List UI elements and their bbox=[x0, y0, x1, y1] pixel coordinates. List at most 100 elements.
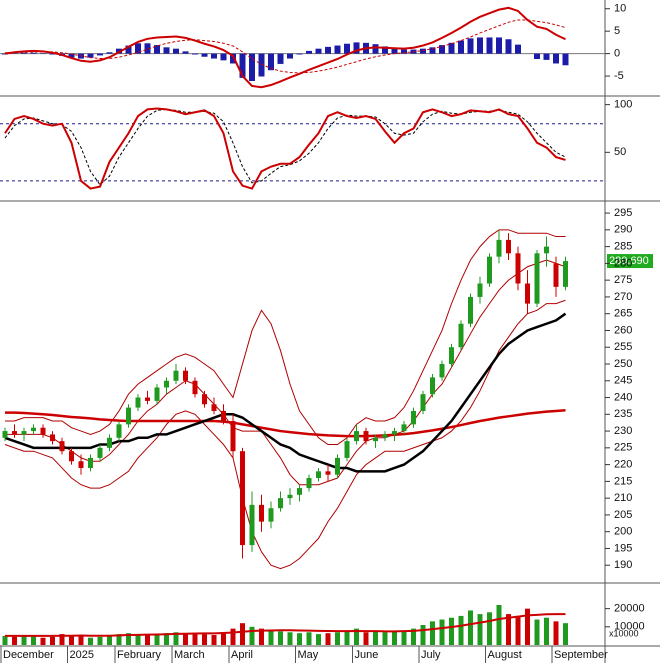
x-tick-label: July bbox=[421, 649, 441, 661]
candle-body bbox=[506, 239, 511, 254]
y-tick-label: 225 bbox=[614, 442, 632, 454]
histogram-bar bbox=[334, 45, 341, 54]
histogram-bar bbox=[2, 53, 8, 55]
x-tick-label: August bbox=[488, 649, 522, 661]
volume-bar bbox=[392, 631, 397, 645]
volume-bar bbox=[12, 636, 17, 645]
volume-bar bbox=[145, 635, 150, 645]
volume-bar bbox=[192, 633, 198, 645]
candle-body bbox=[477, 283, 483, 297]
candle-body bbox=[306, 478, 312, 489]
volume-bar bbox=[525, 608, 530, 645]
candle-body bbox=[373, 437, 378, 442]
y-tick-label: 10000 bbox=[614, 621, 645, 633]
y-tick-label: 260 bbox=[614, 324, 632, 336]
y-tick-label: 100 bbox=[614, 99, 632, 111]
histogram-bar bbox=[30, 52, 37, 54]
candle-body bbox=[88, 457, 93, 468]
volume-bar bbox=[325, 633, 331, 645]
y-tick-label: 0 bbox=[614, 48, 620, 60]
candle-body bbox=[78, 461, 84, 468]
volume-bar bbox=[496, 605, 502, 645]
candle-body bbox=[496, 239, 502, 257]
histogram-bar bbox=[515, 44, 521, 54]
y-tick-label: 235 bbox=[614, 408, 632, 420]
y-tick-label: 220 bbox=[614, 459, 632, 471]
candle-body bbox=[325, 471, 331, 475]
candle-body bbox=[145, 397, 150, 401]
histogram-bar bbox=[173, 48, 179, 54]
x-tick-label: May bbox=[298, 649, 319, 661]
candle-body bbox=[392, 431, 397, 435]
histogram-bar bbox=[353, 42, 360, 54]
price-tag bbox=[607, 254, 653, 269]
volume-bar bbox=[173, 632, 179, 645]
y-tick-label: 230 bbox=[614, 425, 632, 437]
histogram-bar bbox=[420, 48, 426, 54]
histogram-bar bbox=[49, 53, 56, 55]
volume-bar bbox=[468, 610, 473, 645]
y-tick-label: 295 bbox=[614, 207, 632, 219]
volume-bar bbox=[553, 621, 559, 645]
candle-body bbox=[401, 424, 407, 432]
y-tick-label: 215 bbox=[614, 475, 632, 487]
volume-bar bbox=[306, 632, 312, 645]
candle-body bbox=[21, 431, 27, 435]
histogram-bar bbox=[543, 53, 550, 60]
y-tick-label: 250 bbox=[614, 358, 632, 370]
volume-bar bbox=[211, 635, 217, 645]
candle-body bbox=[335, 457, 340, 475]
histogram-bar bbox=[439, 45, 445, 54]
histogram-bar bbox=[163, 47, 170, 54]
indicator-line bbox=[4, 299, 566, 570]
candle-body bbox=[69, 451, 74, 462]
histogram-bar bbox=[220, 53, 227, 61]
candle-body bbox=[420, 394, 426, 411]
candle-body bbox=[249, 504, 255, 546]
candle-body bbox=[211, 404, 217, 411]
volume-bar bbox=[439, 619, 445, 645]
volume-bar bbox=[221, 632, 226, 645]
y-tick-label: 50 bbox=[614, 146, 626, 158]
y-tick-label: 205 bbox=[614, 509, 632, 521]
histogram-bar bbox=[287, 53, 293, 59]
candle-body bbox=[382, 434, 388, 438]
histogram-bar bbox=[496, 37, 502, 54]
candle-body bbox=[468, 296, 473, 324]
candle-body bbox=[525, 283, 530, 304]
volume-bar bbox=[544, 617, 549, 645]
price-tag-label: 280.690 bbox=[609, 255, 649, 267]
y-tick-label: 280 bbox=[614, 257, 632, 269]
volume-bar bbox=[88, 637, 93, 645]
macd-line bbox=[4, 6, 566, 89]
volume-bar bbox=[316, 634, 321, 645]
candle-body bbox=[50, 434, 55, 442]
histogram-bar bbox=[21, 52, 27, 54]
candle-body bbox=[116, 424, 122, 438]
volume-bar bbox=[2, 635, 8, 645]
x-tick-label: April bbox=[231, 649, 253, 661]
candle-body bbox=[553, 263, 559, 287]
candle-body bbox=[240, 451, 245, 546]
volume-unit: x10000 bbox=[609, 628, 639, 638]
candle-body bbox=[268, 508, 274, 522]
histogram-bar bbox=[458, 40, 464, 54]
volume-bar bbox=[335, 632, 340, 645]
indicator-line bbox=[5, 259, 566, 486]
histogram-bar bbox=[562, 53, 569, 66]
y-tick-label: 5 bbox=[614, 25, 620, 37]
y-tick-label: 255 bbox=[614, 341, 632, 353]
candle-body bbox=[354, 431, 359, 442]
volume-bar bbox=[202, 634, 207, 645]
candle-body bbox=[126, 407, 131, 425]
candle-body bbox=[563, 261, 568, 287]
volume-bar bbox=[344, 630, 350, 645]
volume-bar bbox=[69, 635, 74, 645]
volume-bar bbox=[278, 631, 283, 645]
histogram-bar bbox=[68, 53, 75, 58]
volume-bar bbox=[40, 637, 46, 645]
y-tick-label: 20000 bbox=[614, 603, 645, 615]
x-tick-label: February bbox=[117, 649, 162, 661]
